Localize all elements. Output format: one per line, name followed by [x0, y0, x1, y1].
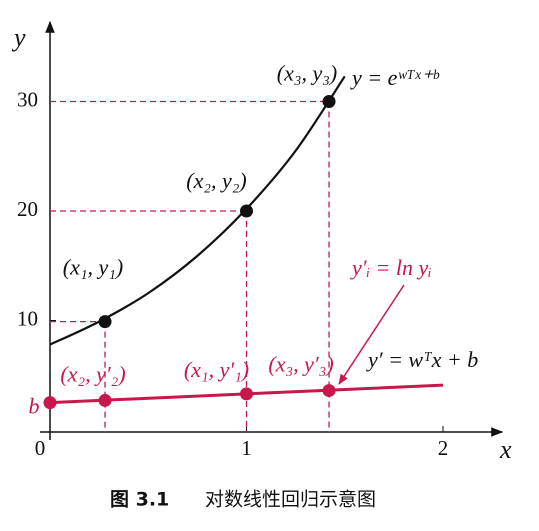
x-tick-label: 2 — [438, 436, 449, 460]
point-label: (x₃, y₃) — [277, 61, 337, 86]
x-axis-label: x — [499, 435, 512, 464]
log-point — [240, 387, 253, 401]
caption: 对数线性回归示意图 — [205, 489, 376, 511]
line-label: y′ = wᵀx + b — [366, 347, 478, 372]
point-label: (x₂, y₂) — [186, 168, 246, 193]
figure-number: 图 3.1 — [110, 489, 169, 511]
annotation: y′ᵢ = ln yᵢ — [350, 255, 432, 280]
log-point — [322, 384, 336, 398]
y-axis-label: y — [11, 23, 26, 52]
point-label: (x₁, y₁) — [63, 255, 123, 280]
log-point-label: b — [29, 394, 40, 419]
point — [98, 315, 112, 329]
log-point-label: (x₂, y′₂) — [60, 361, 125, 386]
log-point — [98, 393, 112, 407]
y-tick-label: 20 — [17, 197, 38, 221]
log-point — [43, 396, 57, 410]
log-point-label: (x₃, y′₃) — [268, 352, 333, 377]
y-tick-label: 30 — [17, 87, 38, 111]
x-tick-label: 1 — [241, 436, 252, 460]
x-tick-label: 0 — [35, 436, 46, 460]
log-point-label: (x₁, y′₁) — [184, 357, 249, 382]
point — [240, 204, 253, 218]
point — [322, 95, 336, 108]
curve-label: y = eʷᵀˣ⁺ᵇ — [350, 65, 440, 90]
annotation-arrow — [338, 284, 405, 385]
y-tick-label: 10 — [17, 306, 38, 330]
